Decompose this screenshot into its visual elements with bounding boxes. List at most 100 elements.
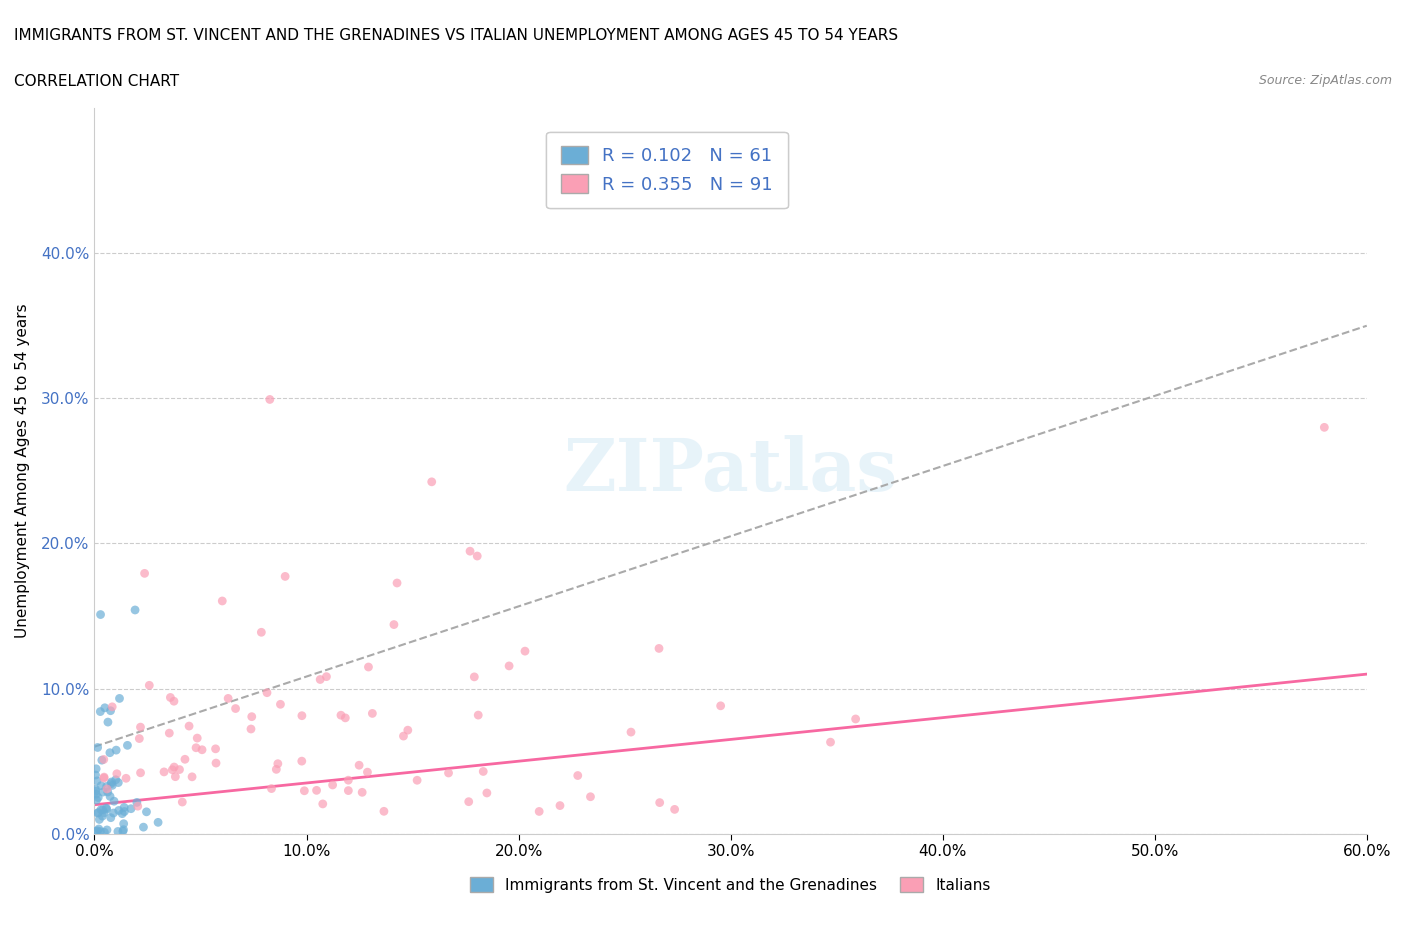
Point bbox=[259, 392, 281, 407]
Point bbox=[96, 802, 118, 817]
Point bbox=[105, 766, 128, 781]
Point bbox=[475, 786, 498, 801]
Point bbox=[356, 764, 378, 779]
Point bbox=[174, 751, 197, 766]
Point bbox=[305, 783, 328, 798]
Point bbox=[91, 785, 114, 800]
Point bbox=[84, 824, 107, 839]
Point bbox=[184, 740, 207, 755]
Point bbox=[93, 771, 115, 786]
Point bbox=[87, 805, 110, 820]
Text: Source: ZipAtlas.com: Source: ZipAtlas.com bbox=[1258, 74, 1392, 87]
Text: ZIPatlas: ZIPatlas bbox=[564, 435, 897, 507]
Point bbox=[579, 790, 602, 804]
Point bbox=[100, 775, 122, 790]
Point bbox=[132, 819, 155, 834]
Point bbox=[86, 805, 108, 820]
Point bbox=[90, 778, 112, 793]
Point bbox=[93, 825, 115, 840]
Point bbox=[385, 576, 408, 591]
Point bbox=[292, 783, 315, 798]
Point bbox=[260, 781, 283, 796]
Point bbox=[86, 774, 108, 789]
Point bbox=[347, 758, 370, 773]
Point bbox=[159, 690, 181, 705]
Point bbox=[266, 762, 288, 777]
Point bbox=[256, 685, 278, 700]
Point bbox=[250, 625, 273, 640]
Point bbox=[163, 760, 186, 775]
Point bbox=[112, 817, 135, 831]
Point bbox=[169, 762, 191, 777]
Point bbox=[513, 644, 536, 658]
Point bbox=[267, 756, 290, 771]
Point bbox=[96, 779, 118, 794]
Point bbox=[269, 697, 291, 711]
Point bbox=[467, 708, 489, 723]
Point bbox=[96, 801, 118, 816]
Point bbox=[84, 787, 107, 802]
Point bbox=[420, 474, 443, 489]
Point bbox=[135, 804, 157, 819]
Point bbox=[112, 822, 135, 837]
Point bbox=[97, 714, 120, 729]
Point bbox=[91, 803, 114, 817]
Point bbox=[396, 723, 419, 737]
Point bbox=[225, 701, 247, 716]
Point bbox=[87, 790, 110, 805]
Text: IMMIGRANTS FROM ST. VINCENT AND THE GRENADINES VS ITALIAN UNEMPLOYMENT AMONG AGE: IMMIGRANTS FROM ST. VINCENT AND THE GREN… bbox=[14, 28, 898, 43]
Point bbox=[108, 691, 131, 706]
Point bbox=[240, 710, 263, 724]
Point bbox=[86, 740, 108, 755]
Point bbox=[89, 704, 111, 719]
Point bbox=[274, 569, 297, 584]
Point bbox=[406, 773, 429, 788]
Text: CORRELATION CHART: CORRELATION CHART bbox=[14, 74, 179, 89]
Point bbox=[498, 658, 520, 673]
Point bbox=[127, 799, 149, 814]
Point bbox=[91, 809, 114, 824]
Point bbox=[157, 725, 180, 740]
Point bbox=[322, 777, 344, 792]
Point bbox=[527, 804, 550, 819]
Point bbox=[89, 824, 111, 839]
Point bbox=[664, 802, 686, 817]
Point bbox=[84, 784, 107, 799]
Point bbox=[620, 724, 643, 739]
Legend: R = 0.102   N = 61, R = 0.355   N = 91: R = 0.102 N = 61, R = 0.355 N = 91 bbox=[547, 131, 787, 208]
Point bbox=[100, 777, 122, 791]
Point bbox=[191, 742, 214, 757]
Point bbox=[820, 735, 842, 750]
Point bbox=[107, 803, 129, 817]
Point bbox=[103, 805, 125, 820]
Point bbox=[98, 789, 121, 804]
Point bbox=[84, 767, 107, 782]
Point bbox=[330, 708, 353, 723]
Point bbox=[107, 824, 129, 839]
Point bbox=[146, 815, 169, 830]
Point bbox=[312, 796, 335, 811]
Point bbox=[90, 607, 112, 622]
Point bbox=[115, 771, 138, 786]
Point bbox=[153, 764, 176, 779]
Point bbox=[548, 798, 571, 813]
Point bbox=[710, 698, 733, 713]
Point bbox=[465, 549, 488, 564]
Point bbox=[162, 763, 184, 777]
Point bbox=[86, 792, 108, 807]
Point bbox=[172, 794, 194, 809]
Point bbox=[86, 823, 108, 838]
Point bbox=[105, 743, 128, 758]
Point bbox=[90, 803, 112, 817]
Point bbox=[129, 720, 152, 735]
Point bbox=[103, 794, 125, 809]
Point bbox=[90, 752, 112, 767]
Point bbox=[186, 731, 208, 746]
Point bbox=[181, 769, 204, 784]
Point bbox=[96, 822, 118, 837]
Point bbox=[457, 794, 479, 809]
Point bbox=[337, 773, 360, 788]
Point bbox=[211, 593, 233, 608]
Point bbox=[112, 804, 135, 819]
Point bbox=[648, 795, 671, 810]
